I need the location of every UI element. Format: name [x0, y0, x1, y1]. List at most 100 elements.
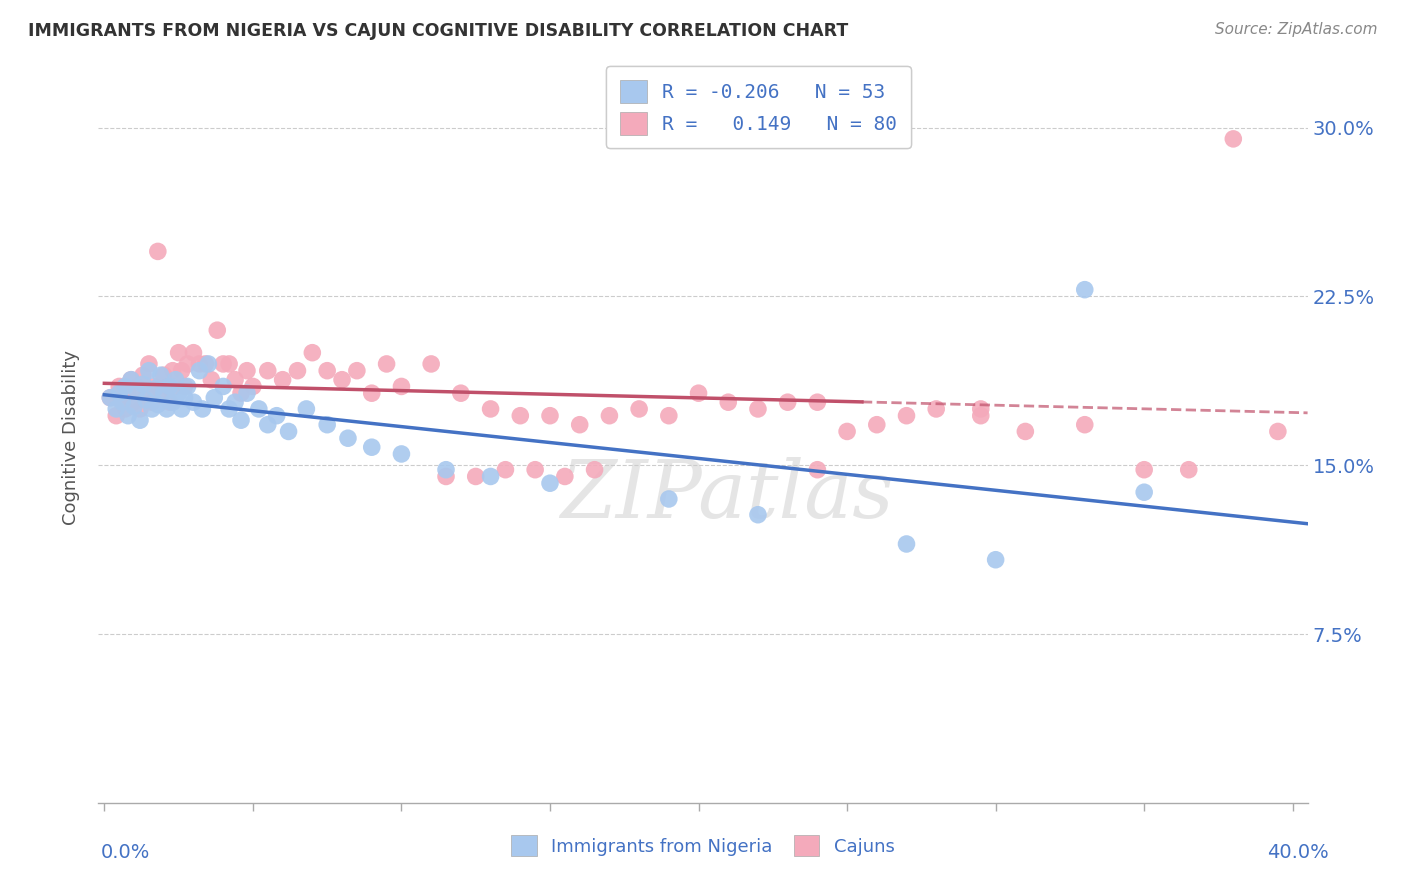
Point — [149, 368, 172, 383]
Point — [165, 379, 187, 393]
Legend: Immigrants from Nigeria, Cajuns: Immigrants from Nigeria, Cajuns — [501, 824, 905, 867]
Point — [970, 401, 993, 416]
Point — [173, 391, 195, 405]
Point — [598, 409, 620, 423]
Point — [197, 357, 219, 371]
Point — [129, 413, 152, 427]
Point — [122, 400, 145, 414]
Point — [176, 357, 198, 371]
Point — [159, 395, 181, 409]
Point — [212, 357, 235, 371]
Point — [984, 553, 1007, 567]
Point — [146, 244, 169, 259]
Text: IMMIGRANTS FROM NIGERIA VS CAJUN COGNITIVE DISABILITY CORRELATION CHART: IMMIGRANTS FROM NIGERIA VS CAJUN COGNITI… — [28, 22, 848, 40]
Point — [806, 395, 828, 409]
Point — [159, 379, 181, 393]
Point — [236, 364, 259, 378]
Text: ZIPatlas: ZIPatlas — [561, 457, 894, 534]
Point — [509, 409, 531, 423]
Point — [336, 431, 359, 445]
Point — [256, 364, 278, 378]
Y-axis label: Cognitive Disability: Cognitive Disability — [62, 350, 80, 524]
Point — [120, 373, 142, 387]
Point — [538, 409, 561, 423]
Point — [1074, 283, 1097, 297]
Point — [117, 409, 139, 423]
Point — [111, 395, 134, 409]
Point — [479, 469, 502, 483]
Point — [247, 401, 270, 416]
Point — [479, 401, 502, 416]
Point — [271, 373, 294, 387]
Point — [173, 379, 195, 393]
Point — [105, 409, 128, 423]
Point — [229, 413, 252, 427]
Point — [464, 469, 486, 483]
Point — [866, 417, 889, 432]
Point — [162, 395, 184, 409]
Point — [207, 323, 229, 337]
Point — [167, 386, 190, 401]
Point — [138, 364, 160, 378]
Point — [316, 417, 339, 432]
Point — [120, 373, 142, 387]
Point — [143, 382, 166, 396]
Point — [224, 395, 246, 409]
Point — [806, 463, 828, 477]
Point — [138, 357, 160, 371]
Point — [129, 401, 152, 416]
Point — [346, 364, 368, 378]
Point — [494, 463, 516, 477]
Point — [568, 417, 591, 432]
Point — [236, 386, 259, 401]
Point — [583, 463, 606, 477]
Point — [125, 379, 148, 393]
Point — [108, 386, 131, 401]
Point — [970, 409, 993, 423]
Point — [330, 373, 353, 387]
Point — [717, 395, 740, 409]
Point — [141, 395, 163, 409]
Text: 0.0%: 0.0% — [101, 843, 150, 862]
Point — [188, 357, 211, 371]
Point — [218, 401, 240, 416]
Point — [202, 391, 225, 405]
Point — [224, 373, 246, 387]
Point — [658, 409, 681, 423]
Point — [194, 357, 217, 371]
Point — [114, 401, 136, 416]
Point — [183, 395, 205, 409]
Point — [420, 357, 443, 371]
Point — [149, 386, 172, 401]
Point — [301, 345, 323, 359]
Point — [391, 447, 413, 461]
Point — [229, 386, 252, 401]
Point — [170, 401, 193, 416]
Point — [316, 364, 339, 378]
Point — [122, 395, 145, 409]
Point — [176, 379, 198, 393]
Point — [295, 401, 318, 416]
Point — [391, 379, 413, 393]
Point — [851, 132, 873, 146]
Point — [143, 379, 166, 393]
Point — [156, 401, 179, 416]
Point — [360, 386, 382, 401]
Point — [1222, 132, 1244, 146]
Point — [146, 397, 169, 411]
Point — [141, 401, 163, 416]
Point — [1133, 485, 1156, 500]
Point — [111, 395, 134, 409]
Legend: R = -0.206   N = 53, R =   0.149   N = 80: R = -0.206 N = 53, R = 0.149 N = 80 — [606, 66, 911, 148]
Point — [538, 476, 561, 491]
Point — [135, 392, 157, 407]
Point — [688, 386, 710, 401]
Point — [108, 379, 131, 393]
Point — [896, 409, 918, 423]
Point — [747, 508, 769, 522]
Point — [170, 364, 193, 378]
Point — [434, 463, 457, 477]
Point — [125, 384, 148, 398]
Point — [256, 417, 278, 432]
Point — [287, 364, 309, 378]
